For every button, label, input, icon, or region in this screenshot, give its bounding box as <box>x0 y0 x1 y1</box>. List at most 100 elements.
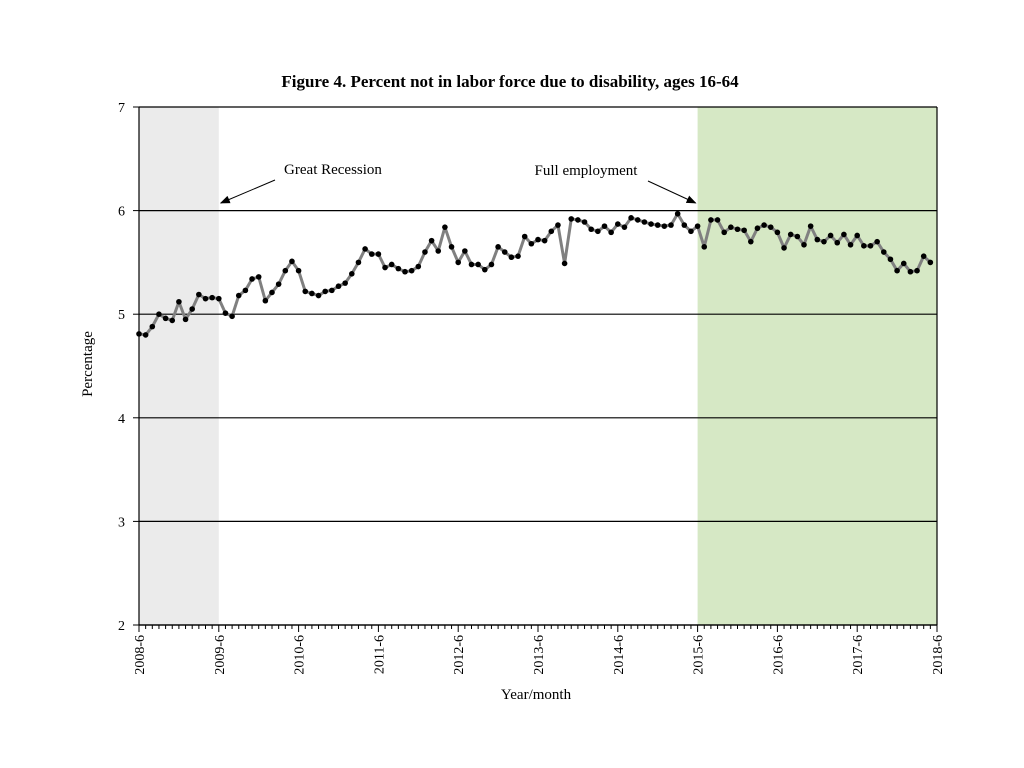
data-point <box>362 246 368 252</box>
data-point <box>322 288 329 295</box>
data-point <box>794 233 801 240</box>
data-point <box>821 238 827 245</box>
data-point <box>202 295 209 302</box>
data-point <box>661 223 668 229</box>
data-point <box>282 267 289 274</box>
data-point <box>615 221 621 227</box>
data-point <box>335 283 342 290</box>
data-point <box>541 237 548 244</box>
data-point <box>309 290 315 297</box>
data-point <box>275 281 282 287</box>
data-point <box>136 331 142 337</box>
data-point <box>841 231 847 238</box>
data-point <box>694 223 701 229</box>
data-point <box>555 222 561 228</box>
y-tick-label: 7 <box>118 101 125 116</box>
data-point <box>595 228 601 235</box>
data-point <box>681 222 688 228</box>
data-point <box>462 248 468 254</box>
data-point <box>861 243 867 249</box>
data-point <box>442 224 448 230</box>
data-point <box>349 271 355 277</box>
data-point <box>834 239 841 246</box>
data-point <box>269 289 275 296</box>
data-point <box>728 224 734 230</box>
data-point <box>368 251 375 257</box>
data-point <box>548 228 555 235</box>
data-point <box>714 217 721 223</box>
data-point <box>767 224 774 230</box>
data-point <box>900 260 907 267</box>
data-point <box>302 288 309 295</box>
data-point <box>894 267 900 274</box>
data-point <box>621 224 628 230</box>
data-point <box>382 264 388 271</box>
data-point <box>235 292 242 299</box>
data-point <box>508 254 515 261</box>
data-point <box>455 259 462 266</box>
data-point <box>608 229 614 236</box>
x-tick-label: 2018-6 <box>931 635 946 675</box>
y-tick-label: 4 <box>118 412 125 427</box>
y-tick-label: 2 <box>118 619 125 634</box>
data-point <box>887 256 894 263</box>
data-point <box>515 253 521 259</box>
recession-band <box>139 107 219 625</box>
data-point <box>149 323 156 330</box>
data-point <box>628 215 634 221</box>
data-point <box>734 226 741 233</box>
data-point <box>561 260 568 267</box>
data-point <box>422 249 428 255</box>
data-point <box>787 231 794 238</box>
data-point <box>189 306 195 312</box>
data-point <box>402 268 408 275</box>
data-point <box>262 297 269 304</box>
data-point <box>295 267 302 274</box>
data-point <box>475 261 481 268</box>
data-point <box>748 238 754 245</box>
data-point <box>641 219 648 225</box>
data-point <box>874 238 880 245</box>
data-point <box>854 232 860 239</box>
data-point <box>329 287 335 294</box>
data-point <box>162 315 169 322</box>
data-point <box>568 216 575 222</box>
x-tick-label: 2014-6 <box>612 635 627 675</box>
data-point <box>721 229 727 236</box>
data-point <box>315 292 322 299</box>
data-point <box>216 295 222 302</box>
data-point <box>741 227 747 234</box>
data-point <box>342 280 348 286</box>
data-point <box>774 229 781 236</box>
data-point <box>688 228 694 235</box>
annotation-arrow <box>647 180 697 204</box>
data-point <box>914 267 920 274</box>
data-point <box>648 221 654 227</box>
data-point <box>156 311 162 318</box>
data-point <box>355 259 362 266</box>
data-point <box>249 276 255 282</box>
y-tick-label: 5 <box>118 308 125 323</box>
data-point <box>482 266 488 273</box>
data-point <box>428 237 435 244</box>
x-axis-label: Year/month <box>501 687 572 703</box>
data-point <box>528 240 535 247</box>
data-point <box>169 317 176 324</box>
data-point <box>521 233 528 240</box>
data-point <box>435 248 442 254</box>
chart-title: Figure 4. Percent not in labor force due… <box>281 72 739 91</box>
annotation-full-employment: Full employment <box>535 163 639 179</box>
data-point <box>468 261 475 268</box>
data-point <box>581 219 588 225</box>
x-tick-label: 2009-6 <box>213 635 228 675</box>
data-point <box>668 222 674 228</box>
data-point <box>907 268 914 275</box>
data-point <box>674 210 681 217</box>
data-point <box>927 259 934 266</box>
annotation-great-recession: Great Recession <box>284 162 382 178</box>
x-tick-label: 2010-6 <box>293 635 308 675</box>
data-point <box>701 244 708 250</box>
data-point <box>182 316 189 323</box>
data-point <box>289 258 295 265</box>
